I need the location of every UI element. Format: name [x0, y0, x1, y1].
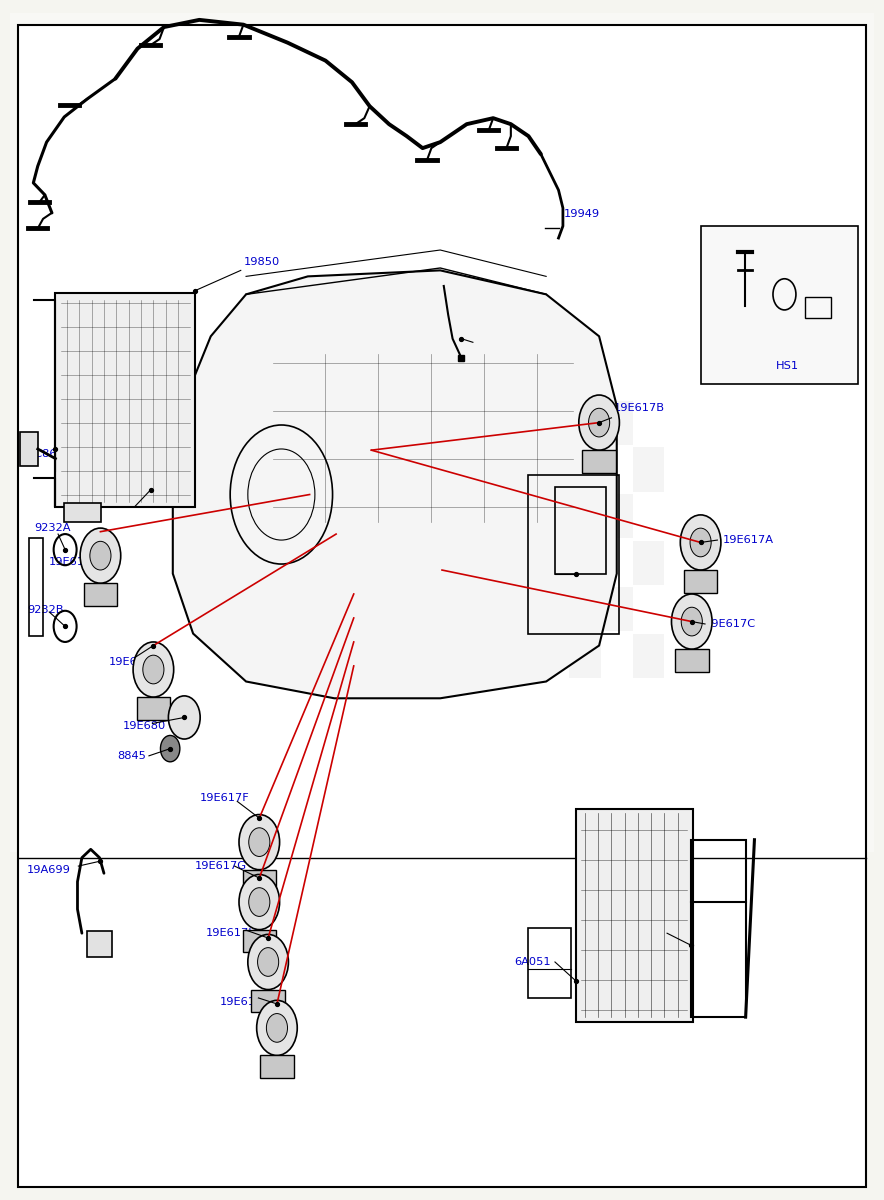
- FancyBboxPatch shape: [601, 494, 633, 538]
- Circle shape: [143, 655, 164, 684]
- Circle shape: [80, 528, 121, 583]
- Text: 19E617D: 19E617D: [109, 658, 160, 667]
- FancyBboxPatch shape: [442, 541, 474, 584]
- FancyBboxPatch shape: [583, 450, 616, 473]
- FancyBboxPatch shape: [633, 634, 665, 678]
- Text: 18D283: 18D283: [594, 830, 640, 844]
- Circle shape: [239, 875, 279, 930]
- Text: 9232B: 9232B: [27, 605, 64, 614]
- FancyBboxPatch shape: [137, 697, 170, 720]
- Text: 9232A: 9232A: [34, 523, 71, 533]
- FancyBboxPatch shape: [260, 1056, 293, 1079]
- FancyBboxPatch shape: [84, 583, 118, 606]
- FancyBboxPatch shape: [474, 587, 506, 631]
- FancyBboxPatch shape: [537, 587, 569, 631]
- FancyBboxPatch shape: [474, 494, 506, 538]
- FancyBboxPatch shape: [633, 448, 665, 492]
- FancyBboxPatch shape: [88, 931, 112, 958]
- Text: 19E680: 19E680: [123, 721, 165, 731]
- Text: 19E617F: 19E617F: [199, 793, 249, 803]
- FancyBboxPatch shape: [684, 570, 718, 593]
- FancyBboxPatch shape: [537, 401, 569, 445]
- Circle shape: [266, 1014, 287, 1043]
- Circle shape: [681, 515, 721, 570]
- FancyBboxPatch shape: [601, 587, 633, 631]
- Text: 19A699: 19A699: [27, 865, 71, 875]
- Text: 19E617C: 19E617C: [705, 619, 756, 629]
- Text: 19E617B: 19E617B: [614, 403, 665, 413]
- FancyBboxPatch shape: [537, 494, 569, 538]
- FancyBboxPatch shape: [474, 401, 506, 445]
- Text: 19E617J: 19E617J: [219, 996, 266, 1007]
- Text: 12424: 12424: [506, 583, 541, 593]
- FancyBboxPatch shape: [576, 809, 693, 1022]
- Circle shape: [589, 408, 610, 437]
- Circle shape: [248, 935, 288, 990]
- Circle shape: [248, 888, 270, 917]
- Text: 19E617A: 19E617A: [723, 535, 774, 545]
- Circle shape: [690, 528, 711, 557]
- Text: 19C734: 19C734: [476, 313, 520, 323]
- FancyBboxPatch shape: [251, 990, 285, 1013]
- Circle shape: [579, 395, 620, 450]
- Text: 19E617H: 19E617H: [205, 929, 257, 938]
- Circle shape: [90, 541, 111, 570]
- Text: 9C869: 9C869: [27, 449, 64, 458]
- FancyBboxPatch shape: [569, 541, 601, 584]
- Text: scuderia: scuderia: [302, 481, 476, 515]
- FancyBboxPatch shape: [19, 25, 865, 1187]
- FancyBboxPatch shape: [506, 541, 537, 584]
- Circle shape: [168, 696, 200, 739]
- FancyBboxPatch shape: [569, 448, 601, 492]
- FancyBboxPatch shape: [442, 634, 474, 678]
- Text: 19E617E: 19E617E: [50, 557, 100, 566]
- FancyBboxPatch shape: [442, 448, 474, 492]
- FancyBboxPatch shape: [242, 930, 276, 953]
- FancyBboxPatch shape: [506, 448, 537, 492]
- Text: 19949: 19949: [564, 209, 600, 220]
- FancyBboxPatch shape: [56, 293, 194, 506]
- FancyBboxPatch shape: [65, 503, 102, 522]
- FancyBboxPatch shape: [675, 649, 709, 672]
- Text: 19849: 19849: [116, 499, 151, 509]
- Text: 18D283: 18D283: [594, 838, 638, 847]
- Text: 8845: 8845: [118, 751, 146, 761]
- FancyBboxPatch shape: [506, 634, 537, 678]
- FancyBboxPatch shape: [20, 432, 38, 466]
- FancyBboxPatch shape: [633, 541, 665, 584]
- FancyBboxPatch shape: [569, 634, 601, 678]
- Circle shape: [239, 815, 279, 870]
- FancyBboxPatch shape: [601, 401, 633, 445]
- Circle shape: [672, 594, 713, 649]
- Circle shape: [682, 607, 702, 636]
- FancyBboxPatch shape: [701, 226, 857, 384]
- FancyBboxPatch shape: [10, 13, 874, 852]
- Text: 19E617G: 19E617G: [194, 862, 247, 871]
- Circle shape: [133, 642, 173, 697]
- Polygon shape: [172, 270, 617, 698]
- FancyBboxPatch shape: [242, 870, 276, 893]
- Text: 6A051: 6A051: [514, 956, 551, 967]
- Circle shape: [248, 828, 270, 857]
- Circle shape: [256, 1001, 297, 1056]
- Circle shape: [257, 948, 278, 977]
- Text: HS1: HS1: [775, 361, 799, 371]
- Circle shape: [161, 736, 179, 762]
- Text: 18476: 18476: [635, 929, 670, 938]
- Text: 19850: 19850: [243, 257, 279, 266]
